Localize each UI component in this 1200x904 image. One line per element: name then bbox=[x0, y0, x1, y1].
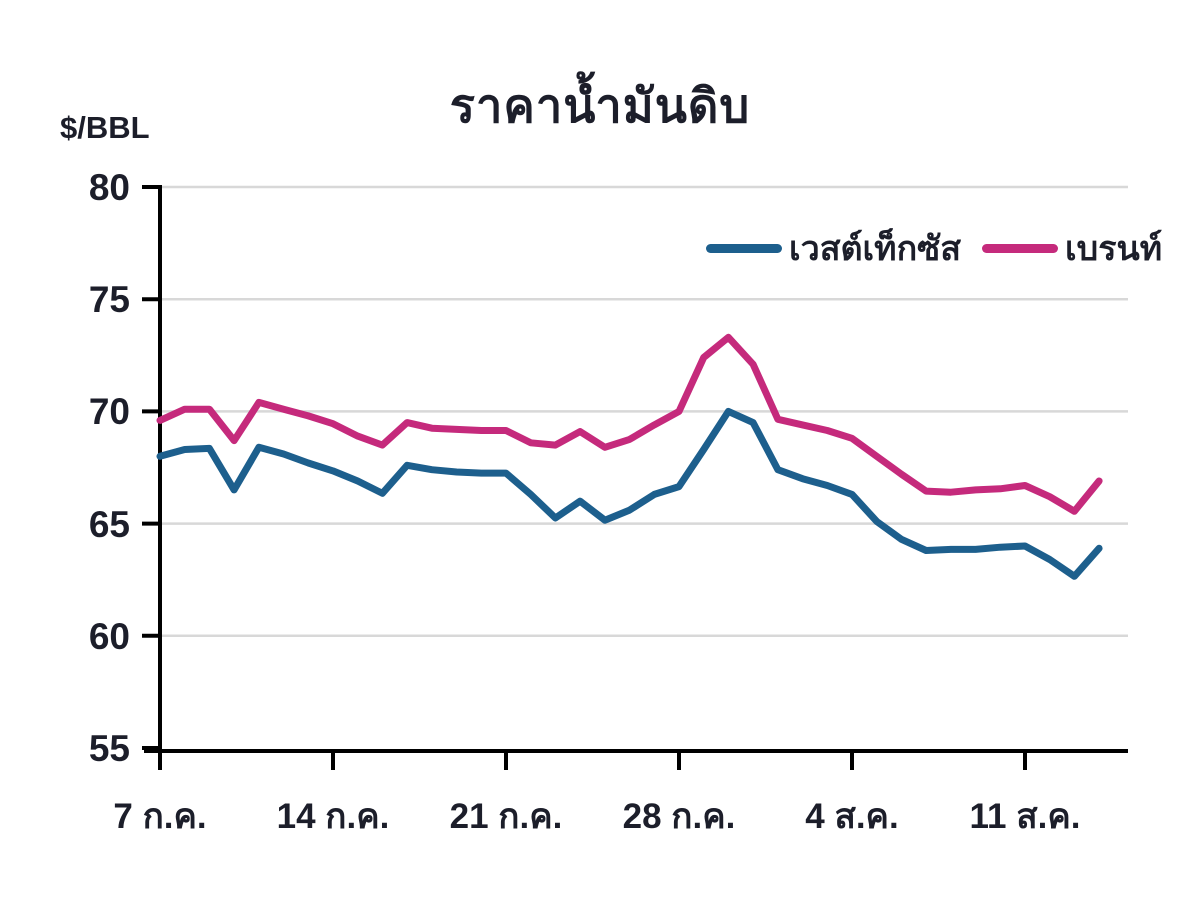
west-texas-series-line bbox=[156, 407, 1103, 580]
y-tick-label-65: 65 bbox=[88, 504, 130, 545]
y-tick-label-70: 70 bbox=[88, 391, 130, 432]
series-lines bbox=[156, 333, 1103, 580]
y-tick-label-60: 60 bbox=[88, 616, 130, 657]
y-tick-label-80: 80 bbox=[88, 167, 130, 208]
x-tick-label-4aug: 4 ส.ค. bbox=[805, 797, 899, 836]
y-tick-label-55: 55 bbox=[88, 728, 130, 769]
x-tick-label-7jul: 7 ก.ค. bbox=[113, 797, 207, 836]
x-tick-label-14jul: 14 ก.ค. bbox=[276, 797, 390, 836]
y-tick-label-75: 75 bbox=[88, 279, 130, 320]
axes-and-ticks bbox=[142, 185, 1128, 770]
x-tick-label-11aug: 11 ส.ค. bbox=[969, 797, 1081, 836]
gridlines bbox=[160, 185, 1128, 638]
legend-label-brent: เบรนท์ bbox=[1065, 230, 1163, 268]
west-texas-line-swatch-icon bbox=[706, 243, 782, 253]
x-tick-label-21jul: 21 ก.ค. bbox=[449, 797, 563, 836]
brent-series-line bbox=[156, 333, 1103, 515]
x-tick-label-28jul: 28 ก.ค. bbox=[622, 797, 736, 836]
legend: เวสต์เท็กซัส เบรนท์ bbox=[706, 221, 1162, 275]
y-axis-unit-label: $/BBL bbox=[60, 110, 150, 145]
legend-label-west-texas: เวสต์เท็กซัส bbox=[789, 230, 961, 268]
brent-line-swatch-icon bbox=[982, 243, 1058, 253]
chart-title: ราคาน้ำมันดิบ bbox=[449, 79, 751, 132]
